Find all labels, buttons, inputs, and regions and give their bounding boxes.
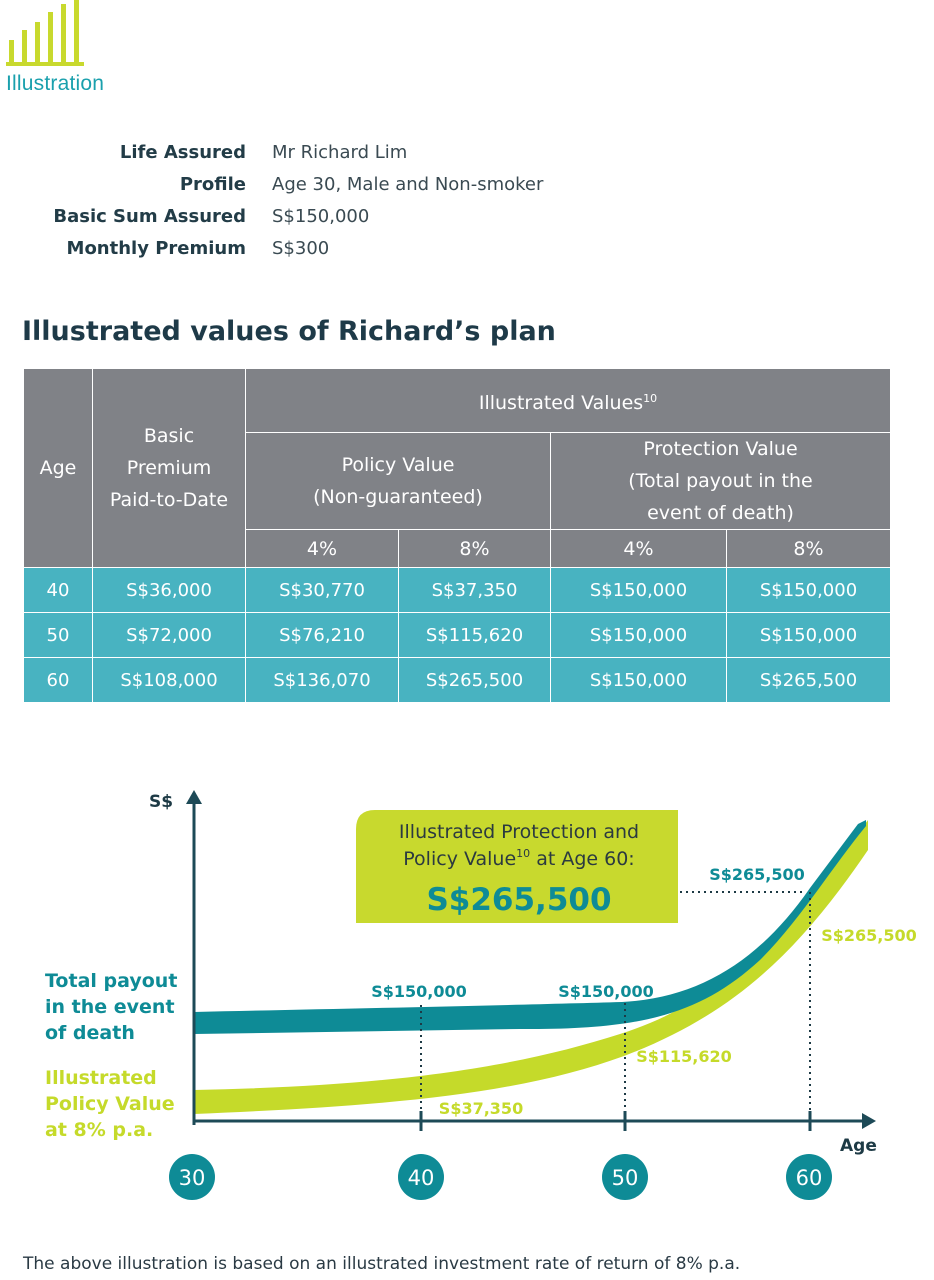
table-cell: S$150,000 — [550, 612, 727, 658]
age-label: 40 — [408, 1166, 435, 1190]
table-row: 60 S$108,000 S$136,070 S$265,500 S$150,0… — [23, 657, 892, 703]
age-circle-50 — [602, 1154, 648, 1200]
legend-payout: Total payout in the event of death — [45, 968, 177, 1046]
table-cell: S$136,070 — [245, 657, 399, 703]
legend-line: at 8% p.a. — [45, 1119, 154, 1141]
table-cell: S$108,000 — [92, 657, 246, 703]
footnote: The above illustration is based on an il… — [23, 1254, 741, 1274]
header-line: Protection Value — [643, 438, 798, 460]
callout-box — [356, 810, 678, 923]
footnote-ref: 10 — [643, 391, 658, 405]
legend-line: Policy Value — [45, 1093, 175, 1115]
header-text: Illustrated Values — [478, 391, 644, 414]
table-cell: S$265,500 — [725, 657, 892, 703]
table-cell: S$72,000 — [92, 612, 246, 658]
header-line: Policy Value — [341, 454, 455, 476]
bar-chart-icon — [6, 0, 84, 66]
table-cell: S$76,210 — [245, 612, 399, 658]
payout-label-40: S$150,000 — [371, 982, 467, 1001]
header-rate-4: 4% — [245, 529, 399, 568]
legend-line: Total payout — [45, 970, 178, 992]
table-cell: S$150,000 — [550, 657, 727, 703]
age-circle-60 — [786, 1154, 832, 1200]
illustration-label: Illustration — [6, 72, 105, 95]
age-label: 30 — [179, 1166, 206, 1190]
payout-label-50: S$150,000 — [558, 982, 654, 1001]
age-circle-40 — [398, 1154, 444, 1200]
table-cell: S$37,350 — [398, 567, 551, 613]
footnote-ref: 10 — [516, 847, 530, 860]
header-line: (Non-guaranteed) — [313, 486, 483, 508]
table-cell: S$150,000 — [725, 567, 892, 613]
y-axis-label: S$ — [149, 792, 173, 812]
header-policy-value: Policy Value (Non-guaranteed) — [245, 432, 551, 530]
callout-line-2: Policy Value10 at Age 60: — [403, 847, 634, 870]
info-value: S$150,000 — [272, 206, 370, 227]
y-axis-arrow — [186, 790, 202, 804]
table-cell: S$115,620 — [398, 612, 551, 658]
info-key: Profile — [179, 174, 246, 195]
info-value: Mr Richard Lim — [272, 142, 408, 163]
age-label: 50 — [612, 1166, 639, 1190]
x-axis-arrow — [862, 1113, 876, 1129]
table-cell: 50 — [23, 612, 93, 658]
table-cell: S$265,500 — [398, 657, 551, 703]
policy-label-60: S$265,500 — [821, 926, 917, 945]
info-key: Monthly Premium — [66, 238, 246, 259]
table-cell: S$150,000 — [550, 567, 727, 613]
table-row: 40 S$36,000 S$30,770 S$37,350 S$150,000 … — [23, 567, 892, 613]
info-value: Age 30, Male and Non-smoker — [272, 174, 544, 195]
header-basic-premium: Basic Premium Paid-to-Date — [92, 368, 246, 568]
policy-label-40: S$37,350 — [439, 1099, 523, 1118]
legend-line: Illustrated — [45, 1067, 157, 1089]
table-cell: S$30,770 — [245, 567, 399, 613]
info-key: Life Assured — [119, 142, 246, 163]
illustration-chart: Illustrated Protection and Policy Value1… — [149, 790, 917, 1200]
header-illustrated-values: Illustrated Values10 — [244, 368, 892, 433]
header-rate-8: 8% — [725, 529, 892, 568]
callout-text: at Age 60: — [530, 848, 635, 870]
payout-band — [194, 820, 866, 1034]
policy-label-50: S$115,620 — [636, 1047, 732, 1066]
header-line: Premium — [126, 457, 212, 479]
x-axis-label: Age — [840, 1136, 877, 1156]
table-cell: S$150,000 — [725, 612, 892, 658]
age-label: 60 — [796, 1166, 823, 1190]
table-row: 50 S$72,000 S$76,210 S$115,620 S$150,000… — [23, 612, 892, 658]
header-line: Basic — [143, 425, 195, 447]
legend-line: in the event — [45, 996, 175, 1018]
section-title: Illustrated values of Richard’s plan — [22, 316, 556, 347]
header-line: Paid-to-Date — [109, 489, 229, 511]
info-key: Basic Sum Assured — [53, 206, 246, 227]
info-value: S$300 — [272, 238, 330, 259]
table-cell: 40 — [23, 567, 93, 613]
callout-value: S$265,500 — [426, 882, 611, 918]
header-protection-value: Protection Value (Total payout in the ev… — [549, 432, 892, 530]
payout-label-60: S$265,500 — [709, 865, 805, 884]
legend-line: of death — [45, 1022, 135, 1044]
header-line: event of death) — [647, 502, 794, 524]
callout-line-1: Illustrated Protection and — [399, 821, 639, 843]
table-cell: 60 — [23, 657, 93, 703]
callout-text: Policy Value — [403, 848, 516, 870]
table-cell: S$36,000 — [92, 567, 246, 613]
header-line: (Total payout in the — [628, 470, 813, 492]
header-rate-4: 4% — [550, 529, 727, 568]
age-circle-30 — [169, 1154, 215, 1200]
illustrated-values-table: Age Basic Premium Paid-to-Date Illustrat… — [23, 368, 892, 703]
header-rate-8: 8% — [398, 529, 551, 568]
header-age: Age — [23, 368, 93, 568]
legend-policy-value: Illustrated Policy Value at 8% p.a. — [45, 1065, 175, 1143]
